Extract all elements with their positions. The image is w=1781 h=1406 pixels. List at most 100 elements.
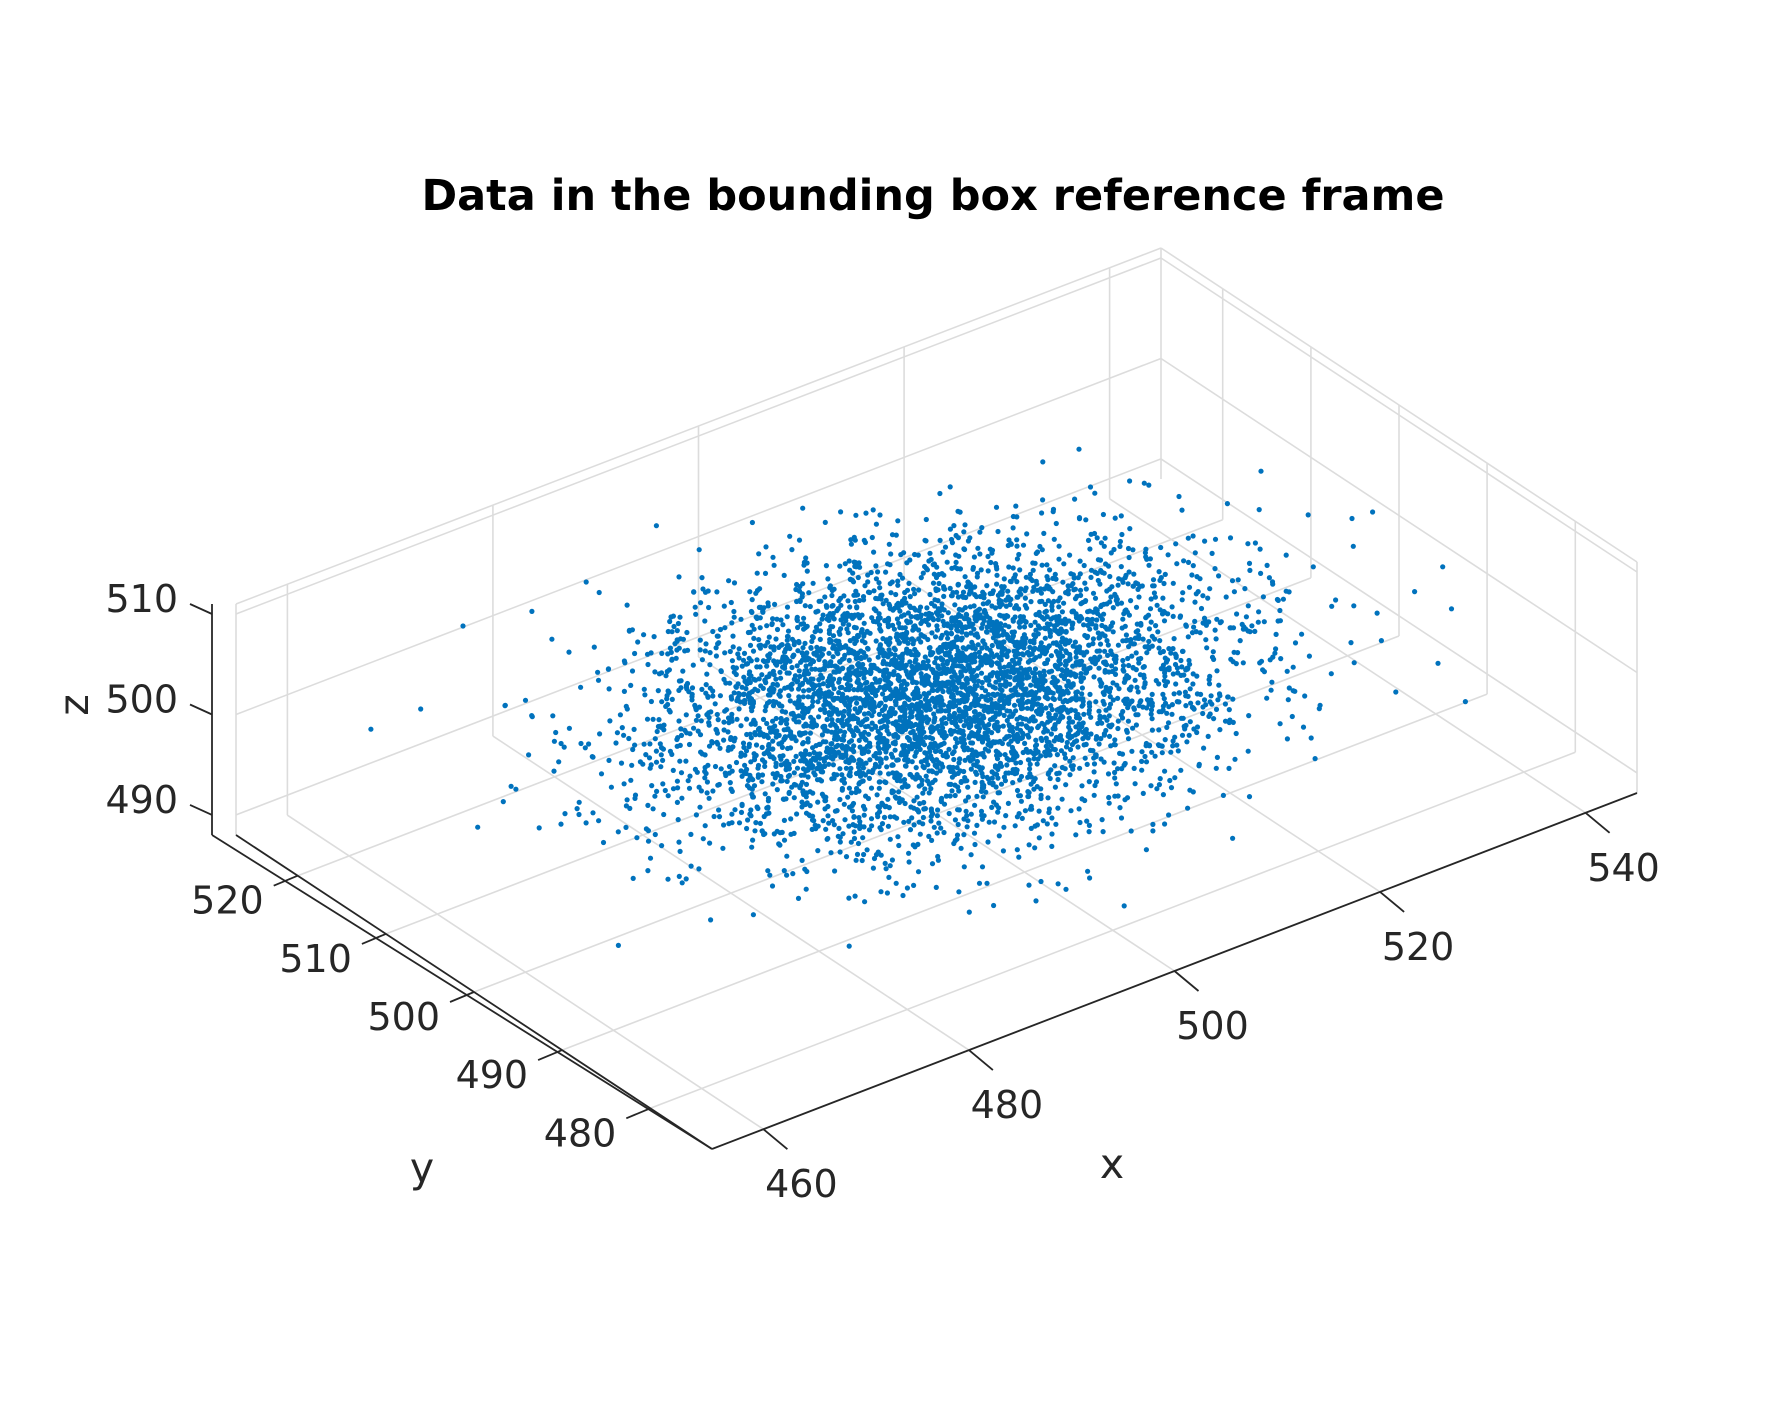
scatter-point xyxy=(949,656,955,663)
scatter-point xyxy=(1071,739,1078,745)
scatter-point xyxy=(583,579,589,585)
scatter-point xyxy=(873,521,880,527)
scatter-point xyxy=(1212,566,1218,572)
scatter-point xyxy=(1055,651,1061,658)
scatter-point xyxy=(1213,636,1219,642)
scatter-point xyxy=(1004,632,1010,638)
scatter-point xyxy=(816,682,823,688)
scatter-point xyxy=(739,684,745,690)
scatter-point xyxy=(915,869,922,875)
scatter-point xyxy=(1088,531,1094,537)
scatter-point xyxy=(1087,626,1093,632)
scatter-point xyxy=(1062,766,1068,772)
scatter-point xyxy=(1107,694,1113,700)
scatter-point xyxy=(920,814,927,821)
scatter-point xyxy=(980,621,986,627)
scatter-point xyxy=(1172,775,1178,781)
scatter-point xyxy=(856,764,862,770)
scatter-point xyxy=(837,766,843,772)
scatter-point xyxy=(703,641,709,647)
scatter-point xyxy=(826,761,832,767)
scatter-point xyxy=(979,770,985,777)
scatter-point xyxy=(954,634,960,640)
scatter-point xyxy=(820,818,826,824)
scatter-point xyxy=(1164,724,1170,731)
scatter-point xyxy=(1032,560,1038,566)
scatter-point xyxy=(970,564,977,571)
scatter-point xyxy=(1117,750,1123,757)
scatter-point xyxy=(1068,808,1074,814)
scatter-point xyxy=(960,654,966,660)
scatter-point xyxy=(933,586,939,592)
scatter-point xyxy=(677,758,683,764)
scatter-point xyxy=(1184,739,1190,745)
scatter-point xyxy=(773,760,779,766)
scatter-point xyxy=(897,571,903,578)
scatter-point xyxy=(837,839,843,845)
scatter-point xyxy=(1038,702,1044,708)
scatter-point xyxy=(1144,705,1150,711)
scatter-point xyxy=(752,730,758,736)
scatter-point xyxy=(1165,720,1172,726)
scatter-point xyxy=(910,691,916,697)
scatter-point xyxy=(1275,597,1281,604)
scatter-point xyxy=(657,723,664,729)
scatter-point xyxy=(1055,666,1061,672)
scatter-point xyxy=(1112,775,1118,781)
scatter-point xyxy=(578,740,584,747)
scatter-point xyxy=(698,600,704,606)
scatter-point xyxy=(891,645,897,652)
scatter-point xyxy=(862,583,868,589)
scatter-point xyxy=(800,789,806,795)
scatter-point xyxy=(1230,696,1236,702)
scatter-point xyxy=(1203,702,1209,708)
scatter-point xyxy=(1084,761,1090,768)
scatter-point xyxy=(962,624,969,630)
scatter-point xyxy=(748,807,754,813)
scatter-point xyxy=(874,792,880,798)
scatter-point xyxy=(778,720,784,726)
scatter-point xyxy=(962,574,968,580)
scatter-point xyxy=(945,635,951,641)
scatter-point xyxy=(809,666,815,672)
scatter-point xyxy=(1170,671,1176,677)
scatter-point xyxy=(676,645,682,651)
scatter-point xyxy=(1028,726,1034,732)
scatter-point xyxy=(1283,588,1289,594)
scatter-point xyxy=(1067,772,1073,778)
scatter-point xyxy=(952,744,958,750)
scatter-point xyxy=(678,678,684,684)
scatter-point xyxy=(1118,564,1124,570)
scatter-point xyxy=(917,831,923,837)
scatter-point xyxy=(829,741,835,747)
scatter-point xyxy=(899,750,905,756)
scatter-point xyxy=(1005,594,1011,600)
scatter-point xyxy=(740,740,747,746)
grid-line-y xyxy=(385,577,1312,935)
scatter-point xyxy=(1069,625,1075,631)
scatter-point xyxy=(979,525,985,531)
scatter-point xyxy=(1224,501,1230,507)
scatter-point xyxy=(869,720,875,726)
scatter-point xyxy=(886,650,893,657)
scatter-point xyxy=(1120,616,1126,622)
scatter-point xyxy=(714,589,720,595)
scatter-point xyxy=(866,827,873,833)
scatter-point xyxy=(759,772,766,778)
scatter-point xyxy=(642,692,648,698)
scatter-point xyxy=(1035,623,1041,629)
scatter-point xyxy=(1277,721,1283,727)
scatter-point xyxy=(873,595,879,602)
scatter-point xyxy=(813,624,820,630)
scatter-point xyxy=(1003,603,1010,609)
scatter-point xyxy=(900,689,906,696)
scatter-point xyxy=(879,800,885,806)
scatter-point xyxy=(908,804,914,810)
scatter-point xyxy=(1162,682,1168,689)
scatter-point xyxy=(744,825,750,832)
scatter-point xyxy=(826,627,833,634)
scatter-point xyxy=(1098,567,1104,574)
scatter-point xyxy=(902,700,908,706)
scatter-point xyxy=(1136,660,1142,666)
scatter-point xyxy=(1178,657,1184,664)
